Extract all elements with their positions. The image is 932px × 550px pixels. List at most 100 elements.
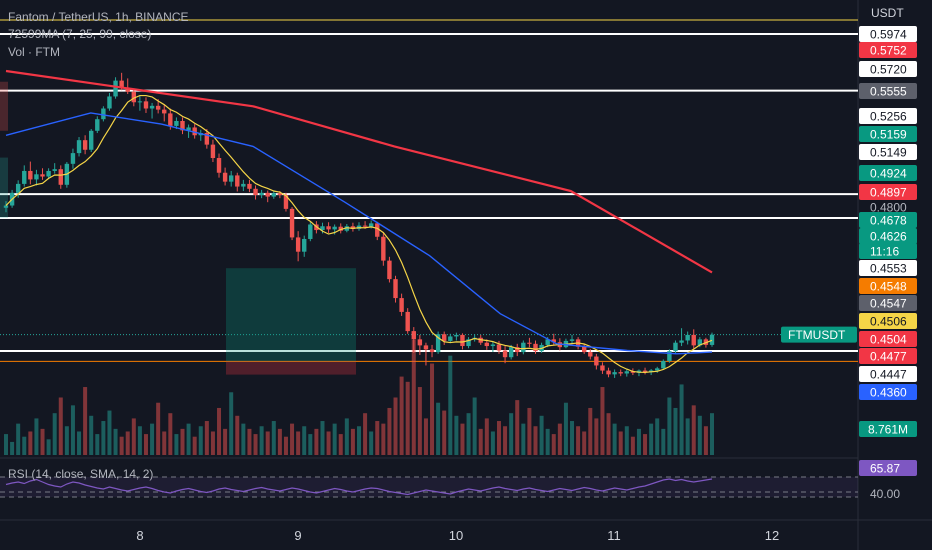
price-label-bg-19 [859,366,917,382]
x-tick-10: 10 [449,528,463,543]
volume-legend[interactable]: Vol · FTM [8,45,61,59]
x-tick-8: 8 [136,528,143,543]
candle-body-111 [679,340,684,343]
volume-bar-10 [64,426,69,455]
ma25-line [5,112,713,355]
candle-body-12 [76,140,82,154]
candle-body-31 [192,127,197,136]
volume-bar-62 [381,423,386,455]
volume-bar-76 [466,413,471,455]
volume-bar-75 [460,423,465,455]
price-label-bg-20 [859,384,917,400]
candle-body-96 [588,352,593,357]
volume-bar-84 [515,400,520,455]
price-label-bg-12 [859,243,917,259]
candle-body-81 [496,344,502,351]
volume-bar-51 [314,428,319,455]
candle-body-93 [569,339,575,341]
volume-bar-93 [570,421,575,455]
volume-bar-64 [393,397,398,455]
candle-body-71 [435,334,441,353]
candle-body-46 [283,195,289,209]
candle-body-35 [216,158,222,173]
volume-bar-99 [606,413,611,455]
rsi-line [5,478,713,496]
volume-bar-116 [710,413,714,455]
volume-bar-8 [52,413,57,455]
candle-body-74 [454,334,459,337]
candle-body-21 [131,91,137,103]
position-loss-zone [226,361,356,375]
candle-body-75 [460,334,465,347]
candle-body-107 [655,368,660,371]
volume-bar-43 [265,431,270,455]
price-label-18: 0.4477 [870,350,907,364]
candle-body-62 [381,236,386,261]
volume-bar-53 [326,431,331,455]
rsi-value-bg [859,460,917,476]
candle-body-105 [642,370,648,373]
volume-bar-19 [119,436,124,455]
candle-body-7 [46,170,51,177]
volume-bar-46 [283,436,288,455]
volume-bar-16 [101,421,106,455]
volume-bar-57 [350,428,355,455]
volume-bar-38 [235,415,240,455]
candle-body-3 [22,170,27,184]
position-profit-zone [226,268,356,362]
candle-body-72 [442,334,447,341]
candle-body-109 [667,351,672,361]
price-label-bg-11 [859,228,917,244]
volume-bar-80 [490,431,495,455]
price-label-bg-6 [859,144,917,160]
ma-legend[interactable]: 72599MA (7, 25, 99, close) [8,27,152,41]
candle-body-42 [259,192,264,196]
candle-body-70 [429,349,435,353]
volume-bar-29 [180,428,185,455]
price-label-2: 0.5720 [870,63,907,77]
price-label-bg-1 [859,42,917,58]
price-label-bg-18 [859,348,917,364]
rsi-legend[interactable]: RSI (14, close, SMA, 14, 2) [8,467,154,481]
volume-bar-11 [70,405,75,455]
volume-bar-22 [137,426,142,455]
candle-body-24 [149,105,155,109]
symbol-title[interactable]: Fantom / TetherUS, 1h, BINANCE [8,10,189,24]
price-label-13: 0.4553 [870,262,907,276]
price-label-8: 0.4897 [870,186,907,200]
volume-bar-98 [600,387,605,455]
candle-body-2 [15,183,21,193]
candle-body-19 [119,80,124,88]
volume-bar-110 [673,407,678,455]
price-label-bg-3 [859,83,917,99]
candle-body-99 [606,370,611,375]
price-label-15: 0.4547 [870,297,907,311]
candle-body-80 [490,344,496,347]
volume-bar-65 [399,376,404,455]
candle-body-14 [89,130,94,150]
volume-bar-30 [186,423,191,455]
price-label-5: 0.5159 [870,128,907,142]
symbol-tag: FTMUSDT [788,328,846,342]
price-label-10: 0.4678 [870,214,907,228]
x-tick-12: 12 [765,528,779,543]
price-label-bg-17 [859,331,917,347]
price-label-0: 0.5974 [870,28,907,42]
candle-body-50 [308,224,313,239]
volume-bar-106 [649,423,654,455]
candle-body-84 [515,347,520,353]
volume-bar-101 [618,431,623,455]
rsi-value: 65.87 [870,462,900,476]
volume-bar-40 [247,428,252,455]
volume-bar-54 [332,423,337,455]
volume-bar-109 [667,397,672,455]
candle-body-63 [387,260,392,280]
volume-bar-86 [527,407,532,455]
candle-body-0 [3,205,9,208]
volume-bar-100 [612,423,617,455]
volume-bar-44 [271,421,276,455]
candle-body-57 [350,226,356,229]
candle-body-73 [448,336,453,341]
price-label-bg-8 [859,184,917,200]
